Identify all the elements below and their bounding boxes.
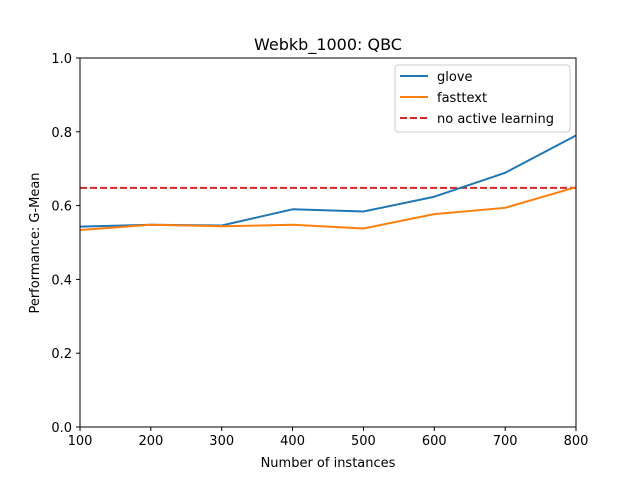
x-tick-label: 800 [564, 434, 589, 449]
y-tick-label: 0.0 [51, 421, 72, 436]
legend-box [394, 64, 571, 133]
x-tick-label: 100 [68, 434, 93, 449]
y-tick-label: 0.2 [51, 347, 72, 362]
y-tick-label: 1.0 [51, 52, 72, 67]
legend-label: fasttext [437, 91, 487, 106]
legend-label: glove [437, 70, 473, 85]
y-axis-title: Performance: G-Mean [28, 172, 43, 313]
legend-label: no active learning [437, 112, 554, 127]
x-tick-label: 200 [138, 434, 163, 449]
y-tick-label: 0.4 [51, 273, 72, 288]
x-tick-label: 500 [351, 434, 376, 449]
axes-frame [79, 57, 577, 428]
x-tick-label: 400 [280, 434, 305, 449]
chart-title: Webkb_1000: QBC [254, 35, 402, 55]
x-tick-label: 700 [493, 434, 518, 449]
legend: glove fasttext no active learning [394, 64, 571, 133]
series-line-fasttext [79, 186, 577, 231]
x-tick-label: 300 [209, 434, 234, 449]
plot-area: 100 200 300 400 500 600 700 800 0.0 0.2 0.4 0.6 0.8 1… [51, 52, 588, 449]
y-tick-label: 0.6 [51, 200, 72, 215]
x-tick-label: 600 [422, 434, 447, 449]
y-tick-label: 0.8 [51, 126, 72, 141]
x-axis-title: Number of instances [261, 456, 396, 471]
